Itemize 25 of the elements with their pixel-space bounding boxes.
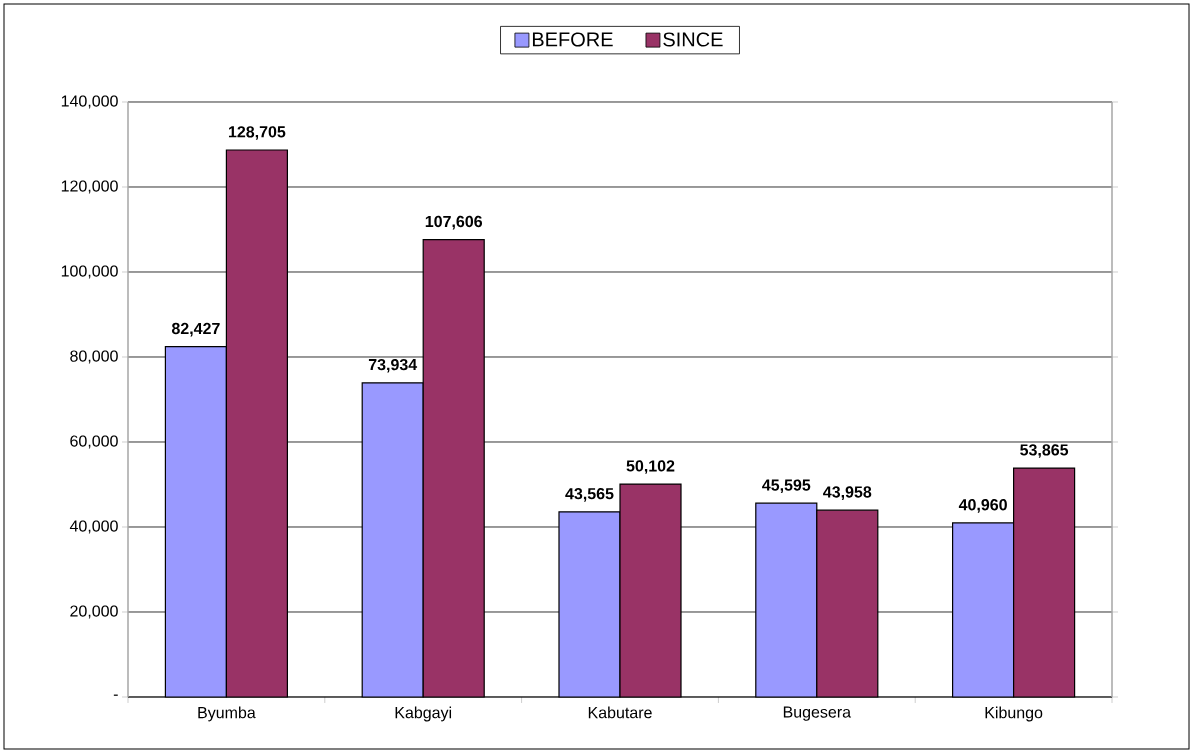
y-tick-label: 60,000 (70, 435, 118, 449)
y-tick-label: 20,000 (70, 605, 118, 619)
data-label: 107,606 (425, 215, 483, 230)
data-label: 82,427 (171, 322, 220, 337)
x-tick-label: Kabgayi (395, 706, 452, 722)
y-tick-label: 40,000 (69, 520, 118, 534)
y-tick-label: 100,000 (61, 265, 118, 279)
data-label: 73,934 (368, 358, 418, 373)
y-tick-label: - (113, 694, 118, 696)
data-label: 53,865 (1020, 444, 1069, 458)
data-label: 43,958 (823, 486, 872, 500)
x-tick-label: Kibungo (985, 706, 1043, 722)
legend-label: BEFORE (532, 32, 613, 47)
data-label: 128,705 (228, 126, 286, 140)
data-label: 43,565 (565, 488, 614, 502)
data-label: 50,102 (626, 460, 675, 474)
data-label: 40,960 (958, 499, 1007, 513)
legend-label: SINCE (663, 32, 723, 47)
x-tick-label: Kabutare (588, 706, 652, 719)
data-label: 45,595 (762, 479, 811, 494)
y-tick-label: 80,000 (70, 350, 118, 364)
y-tick-label: 120,000 (61, 180, 118, 194)
x-tick-label: Bugesera (783, 706, 852, 721)
y-tick-label: 140,000 (61, 95, 118, 109)
x-tick-label: Byumba (198, 706, 256, 722)
